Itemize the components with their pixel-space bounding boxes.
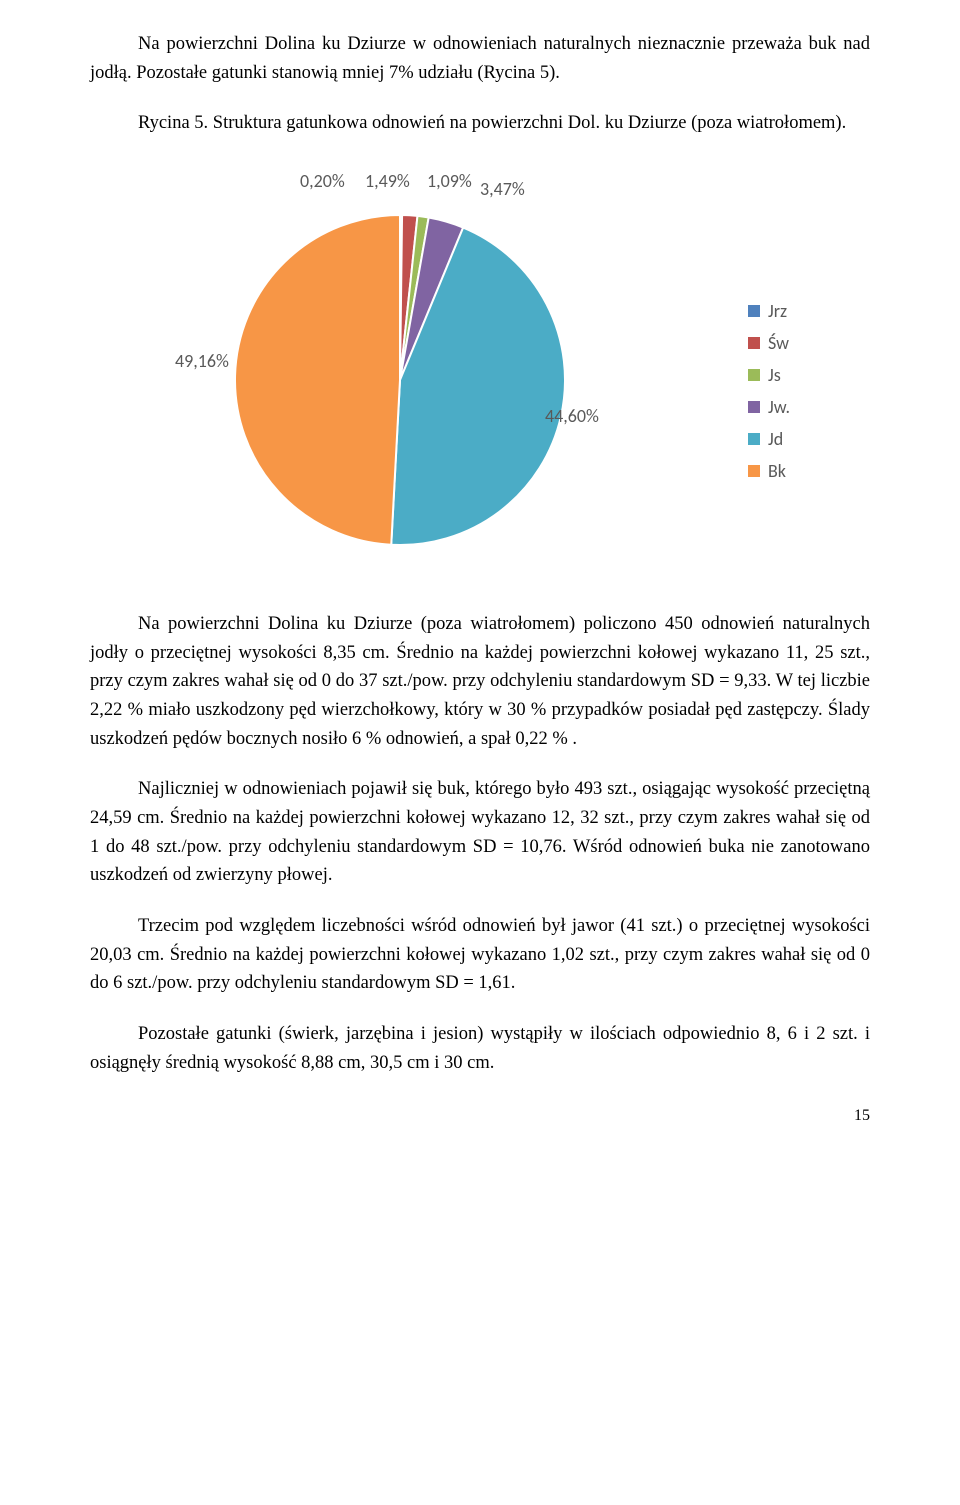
body-paragraph-3: Trzecim pod względem liczebności wśród o… — [90, 912, 870, 998]
legend-swatch-icon — [748, 401, 760, 413]
figure-caption: Rycina 5. Struktura gatunkowa odnowień n… — [90, 109, 870, 138]
legend-swatch-icon — [748, 337, 760, 349]
intro-paragraph: Na powierzchni Dolina ku Dziurze w odnow… — [90, 30, 870, 87]
pie-data-label: 0,20% — [300, 170, 345, 192]
pie-data-label: 44,60% — [545, 405, 599, 427]
body-paragraph-1: Na powierzchni Dolina ku Dziurze (poza w… — [90, 610, 870, 753]
legend-item: Bk — [748, 460, 790, 482]
body-paragraph-4: Pozostałe gatunki (świerk, jarzębina i j… — [90, 1020, 870, 1077]
chart-legend: Jrz Św Js Jw. Jd Bk — [748, 300, 790, 492]
pie-data-label: 1,49% — [365, 170, 410, 192]
legend-label: Js — [768, 364, 781, 386]
legend-label: Jd — [768, 428, 783, 450]
pie-data-label: 1,09% — [427, 170, 472, 192]
legend-swatch-icon — [748, 369, 760, 381]
page-number: 15 — [90, 1107, 870, 1125]
legend-item: Jrz — [748, 300, 790, 322]
pie-slice-bk — [235, 215, 400, 545]
pie-chart-figure: 0,20% 1,49% 1,09% 3,47% 44,60% 49,16% Jrz Św Js… — [90, 160, 870, 580]
pie-data-label: 49,16% — [175, 350, 229, 372]
legend-label: Św — [768, 332, 789, 354]
legend-item: Św — [748, 332, 790, 354]
legend-label: Jrz — [768, 300, 787, 322]
legend-label: Jw. — [768, 396, 790, 418]
legend-swatch-icon — [748, 305, 760, 317]
legend-swatch-icon — [748, 465, 760, 477]
pie-chart — [230, 210, 570, 555]
legend-item: Jw. — [748, 396, 790, 418]
legend-swatch-icon — [748, 433, 760, 445]
legend-item: Jd — [748, 428, 790, 450]
legend-item: Js — [748, 364, 790, 386]
legend-label: Bk — [768, 460, 786, 482]
body-paragraph-2: Najliczniej w odnowieniach pojawił się b… — [90, 775, 870, 890]
pie-data-label: 3,47% — [480, 178, 525, 200]
